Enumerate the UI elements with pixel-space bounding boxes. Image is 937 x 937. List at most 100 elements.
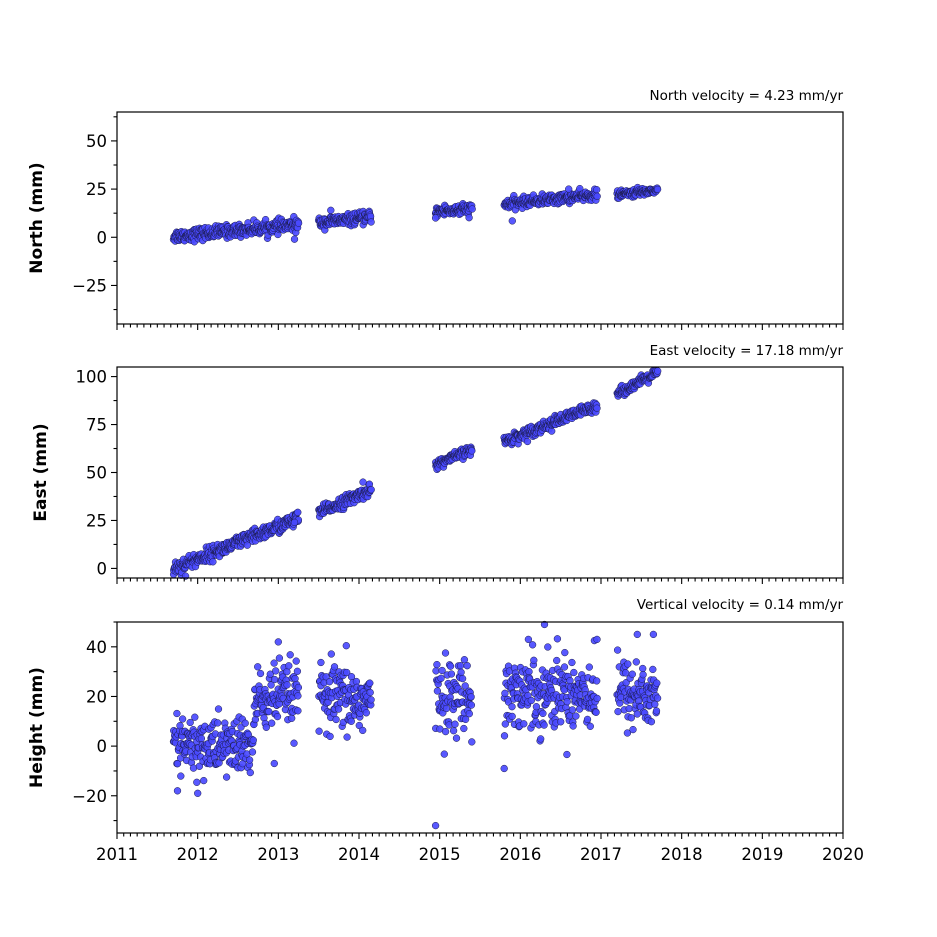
x-tick-label: 2013 xyxy=(257,845,299,864)
data-point xyxy=(294,692,302,700)
x-tick-label: 2014 xyxy=(338,845,380,864)
data-point xyxy=(254,663,262,671)
data-point xyxy=(649,630,658,639)
data-point xyxy=(209,558,217,566)
data-point xyxy=(463,662,471,670)
data-point xyxy=(197,734,206,743)
data-point xyxy=(178,715,187,723)
data-point xyxy=(433,660,441,669)
y-tick-label: 20 xyxy=(86,687,107,706)
data-point xyxy=(327,650,335,658)
data-point xyxy=(566,676,574,685)
data-point xyxy=(465,710,473,718)
data-point xyxy=(461,682,469,690)
data-point xyxy=(614,707,622,716)
y-tick-label: 50 xyxy=(86,464,107,483)
data-point xyxy=(243,541,251,549)
y-tick-label: 25 xyxy=(86,511,107,530)
data-point xyxy=(173,787,182,795)
data-point xyxy=(501,689,509,697)
data-point xyxy=(332,715,340,724)
data-point xyxy=(653,185,662,194)
data-point xyxy=(532,703,541,711)
data-point xyxy=(653,694,662,702)
data-point xyxy=(214,719,222,727)
data-point xyxy=(465,214,473,222)
data-point xyxy=(442,704,451,713)
data-point xyxy=(563,698,571,706)
x-tick-label: 2019 xyxy=(741,845,783,864)
data-point xyxy=(586,722,594,730)
data-point xyxy=(267,681,275,689)
data-point xyxy=(266,670,274,678)
data-point xyxy=(653,679,661,687)
data-point xyxy=(367,696,375,704)
data-point xyxy=(570,668,578,677)
data-point xyxy=(654,367,662,375)
data-point xyxy=(628,670,636,678)
data-point xyxy=(347,717,355,725)
data-point xyxy=(524,635,533,644)
data-point xyxy=(613,646,622,654)
y-tick-label: 75 xyxy=(86,416,107,435)
y-tick-label: 0 xyxy=(97,228,108,247)
data-point xyxy=(431,214,440,222)
data-point xyxy=(447,670,456,678)
data-point xyxy=(508,712,516,721)
data-point xyxy=(467,701,476,709)
data-point xyxy=(629,725,637,734)
data-point xyxy=(290,235,299,243)
data-point xyxy=(639,671,647,679)
data-point xyxy=(446,662,455,670)
data-point xyxy=(520,720,528,728)
data-point xyxy=(501,720,509,728)
data-point xyxy=(460,724,468,733)
data-point xyxy=(433,687,442,695)
data-point xyxy=(525,668,533,676)
data-point xyxy=(540,620,549,629)
data-point xyxy=(452,734,461,742)
data-point xyxy=(359,726,367,735)
data-point xyxy=(593,677,601,685)
data-point xyxy=(500,764,508,773)
data-point xyxy=(560,663,569,671)
data-point xyxy=(366,688,374,697)
data-point xyxy=(334,705,343,713)
data-point xyxy=(527,696,535,705)
data-point xyxy=(528,641,537,649)
data-point xyxy=(293,667,302,675)
data-point xyxy=(437,674,445,682)
data-point xyxy=(432,667,440,675)
panel-title: East velocity = 17.18 mm/yr xyxy=(650,343,844,359)
data-point xyxy=(359,478,367,486)
data-point xyxy=(592,708,600,716)
data-point xyxy=(286,651,294,659)
data-point xyxy=(633,710,641,718)
data-point xyxy=(186,718,194,727)
x-tick-label: 2012 xyxy=(177,845,219,864)
data-point xyxy=(461,715,470,724)
y-tick-label: 0 xyxy=(97,737,108,756)
data-point xyxy=(268,719,276,727)
data-point xyxy=(500,732,509,740)
y-tick-label: 100 xyxy=(76,368,108,387)
x-tick-label: 2018 xyxy=(661,845,703,864)
data-point xyxy=(627,714,635,722)
data-point xyxy=(265,707,273,716)
data-point xyxy=(222,773,231,781)
data-point xyxy=(249,736,257,744)
data-point xyxy=(272,667,280,675)
panel-1: North velocity = 4.23 mm/yr North (mm) 50 2… xyxy=(27,88,844,330)
data-point xyxy=(294,707,302,715)
data-point xyxy=(624,660,632,668)
data-point xyxy=(539,709,547,718)
y-tick-label: 40 xyxy=(86,638,107,657)
data-point xyxy=(652,707,661,715)
data-point xyxy=(325,678,334,686)
data-point xyxy=(569,722,577,730)
data-point xyxy=(568,658,576,667)
data-point xyxy=(540,721,548,729)
y-tick-label: 50 xyxy=(86,132,107,151)
data-point xyxy=(431,821,440,830)
